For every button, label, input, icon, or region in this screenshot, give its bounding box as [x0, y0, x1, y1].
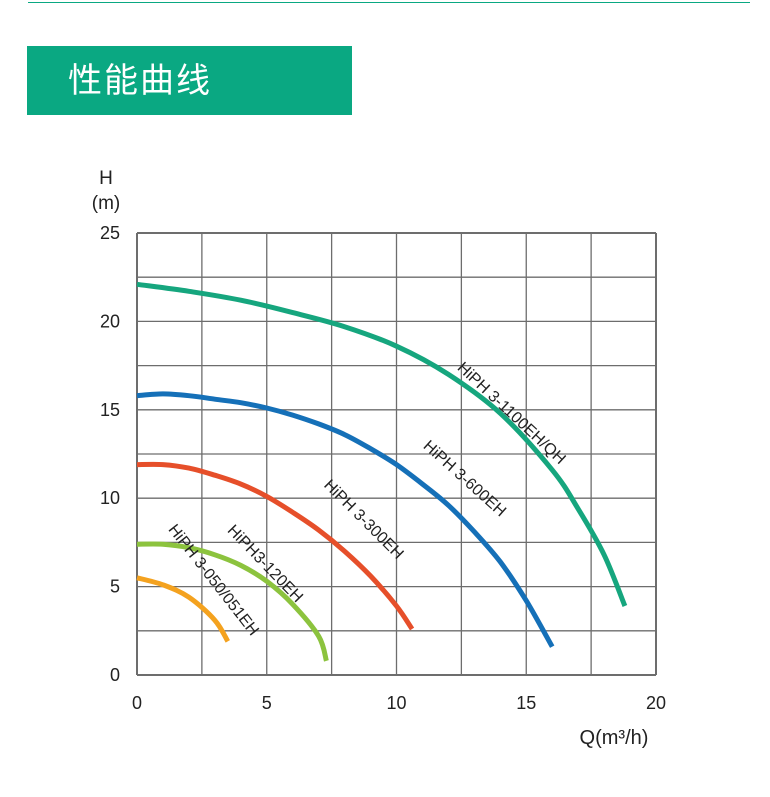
x-axis-label: Q(m³/h): [580, 727, 649, 749]
top-divider-line: [28, 2, 750, 3]
y-tick-label: 0: [110, 665, 120, 685]
chart-grid: [136, 232, 657, 676]
x-tick-label: 15: [516, 693, 536, 713]
x-tick-label: 10: [386, 693, 406, 713]
series-line: [136, 391, 555, 648]
y-axis-label-h: H: [99, 168, 113, 189]
y-tick-label: 25: [100, 223, 120, 243]
x-tick-label: 0: [132, 693, 142, 713]
series-line: [136, 575, 230, 643]
y-tick-label: 15: [100, 400, 120, 420]
x-tick-label: 20: [646, 693, 666, 713]
title-banner: [27, 46, 352, 115]
x-tick-label: 5: [262, 693, 272, 713]
chart-series: [136, 281, 628, 662]
series-line: [136, 461, 415, 631]
series-label: HiPH 3-1100EH/QH: [454, 359, 569, 468]
page-title: 性能曲线: [68, 61, 212, 101]
chart-axes: 0 5 10 15 20 0 5 10 15 20 25: [100, 223, 666, 713]
series-line: [136, 281, 628, 607]
y-axis-label-unit: (m): [92, 193, 120, 214]
y-tick-label: 20: [100, 311, 120, 331]
y-tick-label: 5: [110, 577, 120, 597]
series-label: HiPH 3-600EH: [420, 438, 509, 521]
series-label: HiPH 3-300EH: [320, 477, 406, 563]
y-tick-label: 10: [100, 488, 120, 508]
series-line: [136, 541, 329, 662]
